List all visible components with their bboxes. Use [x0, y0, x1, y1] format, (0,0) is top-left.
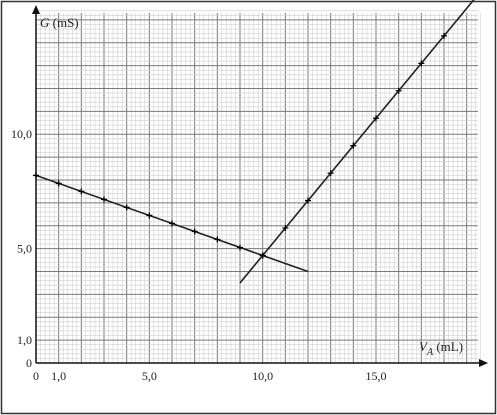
x-tick-label: 1,0	[51, 369, 66, 383]
grid	[35, 10, 481, 364]
data-point	[305, 197, 311, 204]
x-axis-arrow	[479, 359, 488, 367]
series-2-line	[239, 0, 475, 284]
x-tick-label: 15,0	[366, 369, 387, 383]
y-tick-label: 5,0	[17, 242, 32, 256]
data-point	[441, 32, 447, 39]
data-point	[327, 170, 334, 177]
data-point	[418, 60, 425, 67]
data-point	[214, 236, 221, 243]
x-tick-label: 0	[33, 369, 39, 383]
x-tick-label: 5,0	[142, 369, 157, 383]
data-point	[146, 212, 153, 219]
x-tick-label: 10,0	[252, 369, 273, 383]
data-point	[123, 204, 130, 211]
data-point	[191, 228, 198, 235]
y-axis-arrow	[32, 5, 40, 14]
data-point	[33, 172, 39, 179]
y-tick-label: 1,0	[17, 333, 32, 347]
data-point	[169, 220, 175, 227]
x-axis-label: VA (mL)	[419, 339, 463, 358]
data-point	[237, 244, 243, 251]
tick-labels: 0 1,0 5,0 10,0 15,0 0 1,0 5,0 10,0	[11, 127, 387, 383]
y-tick-label: 0	[26, 356, 32, 370]
data-point	[259, 252, 266, 259]
data-point	[373, 115, 379, 122]
axes	[32, 5, 488, 367]
y-tick-label: 10,0	[11, 127, 32, 141]
y-axis-label: G (mS)	[40, 15, 79, 30]
data-point	[395, 87, 402, 94]
data-point	[282, 225, 289, 232]
data-point	[55, 180, 62, 187]
data-point	[78, 188, 85, 195]
data-point	[101, 196, 107, 203]
data-point	[350, 142, 357, 149]
data-series	[33, 0, 475, 284]
